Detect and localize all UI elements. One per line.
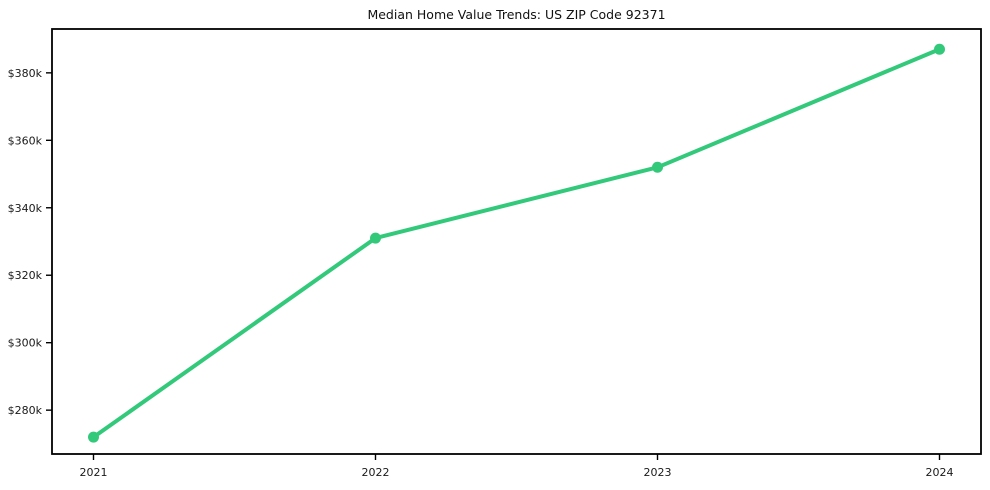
x-axis-tick-label: 2023 xyxy=(644,466,672,479)
y-axis-tick-label: $300k xyxy=(8,337,43,350)
y-axis-tick-label: $280k xyxy=(8,404,43,417)
data-point-2022 xyxy=(370,232,381,244)
chart-title: Median Home Value Trends: US ZIP Code 92… xyxy=(367,7,666,22)
data-point-2023 xyxy=(652,161,663,173)
data-point-2021 xyxy=(88,431,99,443)
data-point-2024 xyxy=(934,43,945,55)
x-axis-tick-label: 2021 xyxy=(80,466,108,479)
x-axis-tick-label: 2022 xyxy=(362,466,390,479)
y-axis-tick-label: $320k xyxy=(8,269,43,282)
trend-line xyxy=(91,47,942,440)
y-axis-tick-label: $380k xyxy=(8,67,43,80)
x-axis-tick-label: 2024 xyxy=(926,466,954,479)
y-axis-tick-label: $340k xyxy=(8,202,43,215)
y-axis-tick-label: $360k xyxy=(8,134,43,147)
plot-frame xyxy=(51,28,982,455)
